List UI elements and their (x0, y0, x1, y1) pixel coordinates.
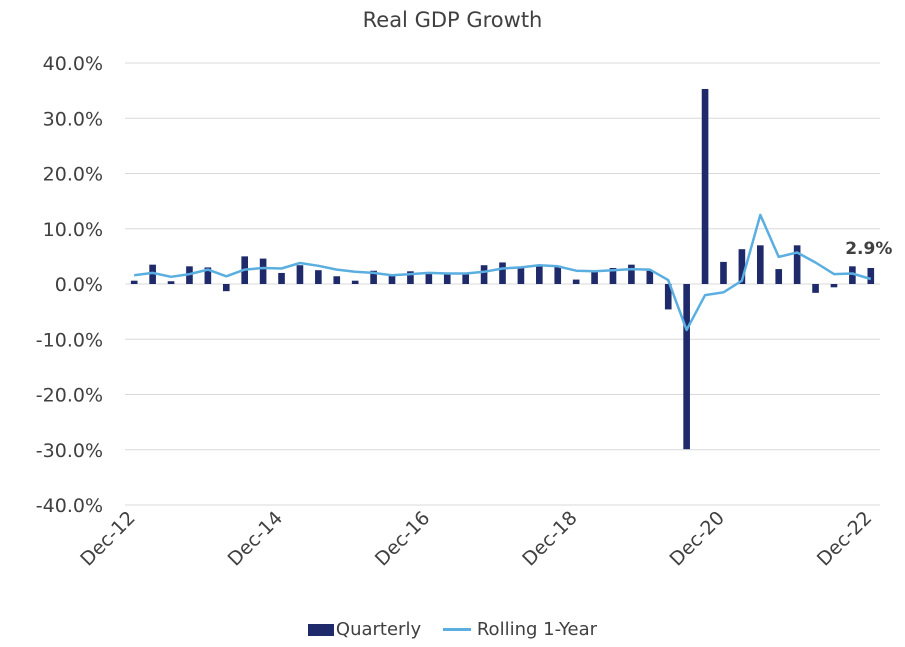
legend-swatch-rolling (442, 628, 471, 631)
x-tick-label: Dec-20 (666, 507, 730, 571)
quarterly-bar (536, 265, 543, 284)
quarterly-bar (278, 272, 285, 284)
y-tick-label: -40.0% (36, 495, 103, 517)
rolling-line-layer (134, 213, 872, 332)
quarterly-bar (572, 279, 580, 284)
quarterly-bar (296, 265, 304, 284)
quarterly-bar (388, 275, 396, 284)
last-value-annotation: 2.9% (845, 239, 892, 259)
y-tick-label: 30.0% (43, 108, 103, 130)
x-tick-label: Dec-18 (518, 507, 582, 571)
quarterly-bar (130, 280, 138, 284)
quarterly-bar (259, 258, 267, 284)
x-tick-label: Dec-14 (224, 507, 288, 571)
y-tick-label: 10.0% (43, 219, 103, 241)
gridlines (125, 62, 880, 506)
quarterly-bar (591, 271, 598, 284)
quarterly-bar (830, 284, 838, 288)
y-tick-label: 0.0% (55, 274, 103, 296)
quarterly-bars (130, 88, 875, 450)
quarterly-bar (499, 262, 506, 284)
legend-item-quarterly: Quarterly (307, 618, 422, 640)
chart-title: Real GDP Growth (362, 8, 543, 32)
quarterly-bar (646, 270, 654, 284)
quarterly-bar (609, 267, 617, 284)
quarterly-bar (204, 267, 212, 284)
legend: Quarterly Rolling 1-Year (0, 618, 905, 640)
legend-swatch-quarterly (307, 623, 334, 636)
quarterly-bar (425, 272, 433, 284)
quarterly-bar (812, 284, 819, 293)
quarterly-bar (849, 266, 856, 284)
legend-item-rolling: Rolling 1-Year (442, 618, 598, 640)
quarterly-bar (333, 276, 341, 284)
quarterly-bar (370, 270, 377, 284)
quarterly-bar (628, 264, 635, 284)
quarterly-bar (701, 88, 709, 284)
y-tick-label: -20.0% (36, 385, 103, 407)
legend-label-quarterly: Quarterly (335, 618, 422, 640)
y-tick-label: -30.0% (36, 440, 103, 462)
quarterly-bar (775, 269, 783, 284)
x-tick-label: Dec-16 (371, 507, 435, 571)
quarterly-bar (683, 284, 690, 450)
quarterly-bar (480, 265, 488, 284)
annotation-layer: 2.9% (845, 239, 892, 259)
quarterly-bar (793, 245, 801, 284)
legend-label-rolling: Rolling 1-Year (476, 618, 598, 640)
quarterly-bar (867, 267, 875, 284)
quarterly-bar (351, 280, 359, 284)
y-tick-label: 20.0% (43, 164, 103, 186)
quarterly-bar (738, 249, 746, 284)
quarterly-bar (315, 270, 322, 284)
quarterly-bar (664, 284, 672, 310)
y-tick-label: -10.0% (36, 329, 103, 351)
quarterly-bar (443, 273, 451, 284)
quarterly-bar (149, 264, 156, 284)
quarterly-bar (222, 284, 230, 292)
rolling-1-year-line (134, 213, 872, 332)
quarterly-bar (554, 265, 562, 284)
quarterly-bar (517, 267, 525, 284)
quarterly-bar (462, 274, 469, 284)
y-tick-label: 40.0% (43, 53, 103, 75)
quarterly-bar (756, 245, 764, 284)
quarterly-bar (720, 261, 727, 284)
x-axis-tick-labels: Dec-12 Dec-14 Dec-16 Dec-18 Dec-20 Dec-22 (76, 507, 876, 571)
quarterly-bar (167, 281, 175, 284)
x-tick-label: Dec-22 (813, 507, 877, 571)
y-axis-tick-labels: 40.0% 30.0% 20.0% 10.0% 0.0% -10.0% -20.0% -30.… (36, 53, 103, 517)
quarterly-bar (407, 271, 414, 284)
